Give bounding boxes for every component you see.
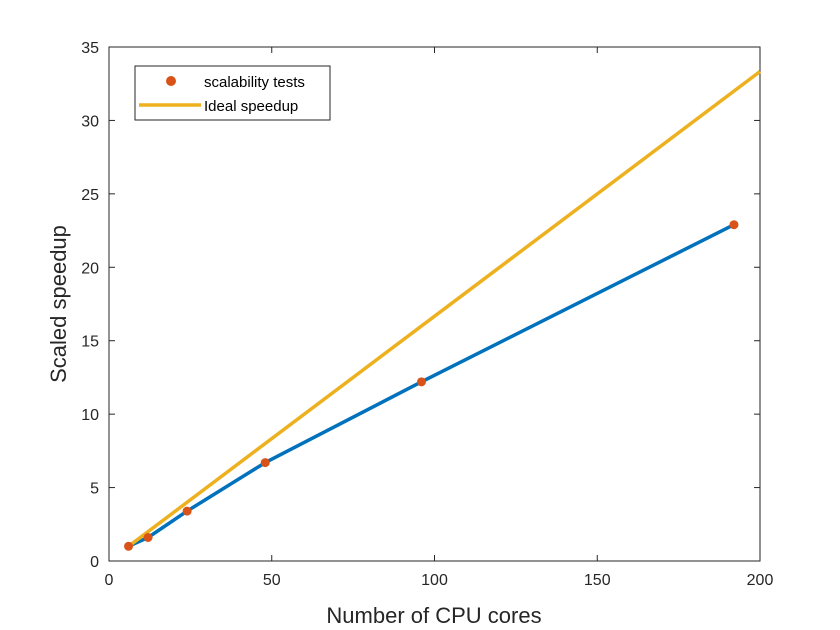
legend-label-scalability-tests: scalability tests bbox=[204, 74, 305, 91]
legend-box bbox=[134, 65, 331, 121]
x-tick-label: 100 bbox=[421, 572, 448, 589]
ticks: 0 50 100 150 200 0 5 10 15 20 25 30 35 bbox=[81, 40, 773, 589]
series-layer bbox=[124, 70, 762, 551]
y-tick-label: 15 bbox=[81, 334, 99, 351]
y-tick-label: 5 bbox=[90, 481, 99, 498]
y-tick-label: 20 bbox=[81, 260, 99, 277]
x-tick-label: 0 bbox=[105, 572, 114, 589]
legend: scalability tests Ideal speedup bbox=[134, 65, 331, 121]
data-point bbox=[124, 541, 134, 551]
y-tick-label: 10 bbox=[81, 407, 99, 424]
legend-marker-scalability-tests bbox=[166, 76, 176, 86]
series-line-ideal-speedup bbox=[127, 70, 762, 548]
y-axis-title: Scaled speedup bbox=[46, 225, 71, 383]
y-tick-label: 30 bbox=[81, 113, 99, 130]
data-point bbox=[143, 533, 153, 542]
plot-area bbox=[108, 46, 761, 562]
data-point bbox=[729, 220, 739, 230]
x-axis-title: Number of CPU cores bbox=[326, 603, 541, 628]
x-tick-label: 200 bbox=[747, 572, 774, 589]
data-point bbox=[416, 377, 426, 387]
y-tick-label: 25 bbox=[81, 187, 99, 204]
x-tick-label: 150 bbox=[584, 572, 611, 589]
data-point bbox=[182, 506, 192, 516]
y-tick-label: 35 bbox=[81, 40, 99, 57]
x-tick-label: 50 bbox=[263, 572, 281, 589]
data-point bbox=[260, 458, 270, 468]
y-tick-label: 0 bbox=[90, 554, 99, 571]
legend-label-ideal-speedup: Ideal speedup bbox=[204, 98, 298, 115]
